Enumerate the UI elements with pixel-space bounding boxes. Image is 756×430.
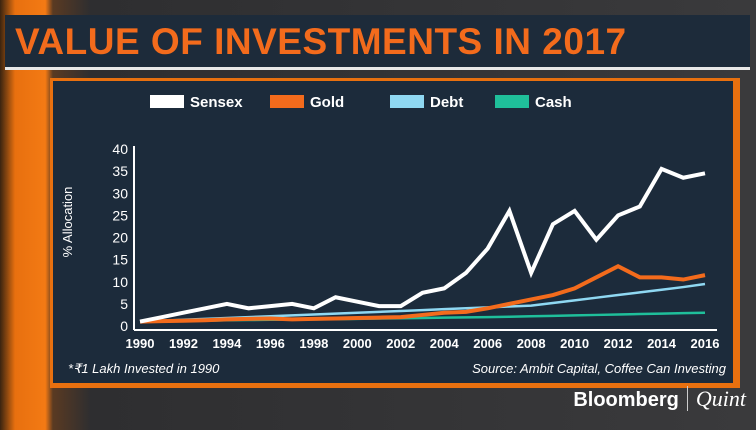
legend-swatch-gold <box>270 95 304 108</box>
source-note: Source: Ambit Capital, Coffee Can Invest… <box>472 361 726 376</box>
y-tick-label: 0 <box>120 318 128 334</box>
x-tick-label: 2008 <box>517 336 546 351</box>
y-tick-label: 20 <box>112 230 128 246</box>
x-tick-label: 1996 <box>256 336 285 351</box>
legend-label-debt: Debt <box>430 94 463 111</box>
legend-swatch-debt <box>390 95 424 108</box>
y-tick-label: 35 <box>112 163 128 179</box>
x-tick-label: 2006 <box>473 336 502 351</box>
legend-label-sensex: Sensex <box>190 94 243 111</box>
legend-swatch-sensex <box>150 95 184 108</box>
x-tick-label: 2000 <box>343 336 372 351</box>
x-tick-label: 1992 <box>169 336 198 351</box>
x-tick-label: 2012 <box>604 336 633 351</box>
series-line-gold <box>139 264 706 324</box>
y-tick-label: 5 <box>120 296 128 312</box>
x-tick-label: 1998 <box>299 336 328 351</box>
chart-title: VALUE OF INVESTMENTS IN 2017 <box>15 21 627 62</box>
y-tick-label: 15 <box>112 252 128 268</box>
x-tick-label: 1990 <box>126 336 155 351</box>
x-tick-label: 2004 <box>430 336 460 351</box>
x-tick-label: 2014 <box>647 336 677 351</box>
y-tick-label: 10 <box>112 274 128 290</box>
legend-swatch-cash <box>495 95 529 108</box>
x-tick-label: 2002 <box>386 336 415 351</box>
y-tick-label: 30 <box>112 185 128 201</box>
footnote: *₹1 Lakh Invested in 1990 <box>68 361 220 376</box>
y-tick-label: 40 <box>112 141 128 157</box>
y-axis-label: % Allocation <box>60 187 75 258</box>
x-tick-label: 1994 <box>212 336 242 351</box>
bloomberg-quint-logo: Bloomberg Quint <box>573 386 746 411</box>
legend-label-gold: Gold <box>310 94 344 111</box>
x-tick-label: 2010 <box>560 336 589 351</box>
x-tick-label: 2016 <box>691 336 720 351</box>
chart-panel <box>50 78 740 388</box>
title-banner: VALUE OF INVESTMENTS IN 2017 <box>5 15 750 70</box>
y-tick-label: 25 <box>112 207 128 223</box>
series-line-sensex <box>139 166 706 324</box>
legend-label-cash: Cash <box>535 94 572 111</box>
